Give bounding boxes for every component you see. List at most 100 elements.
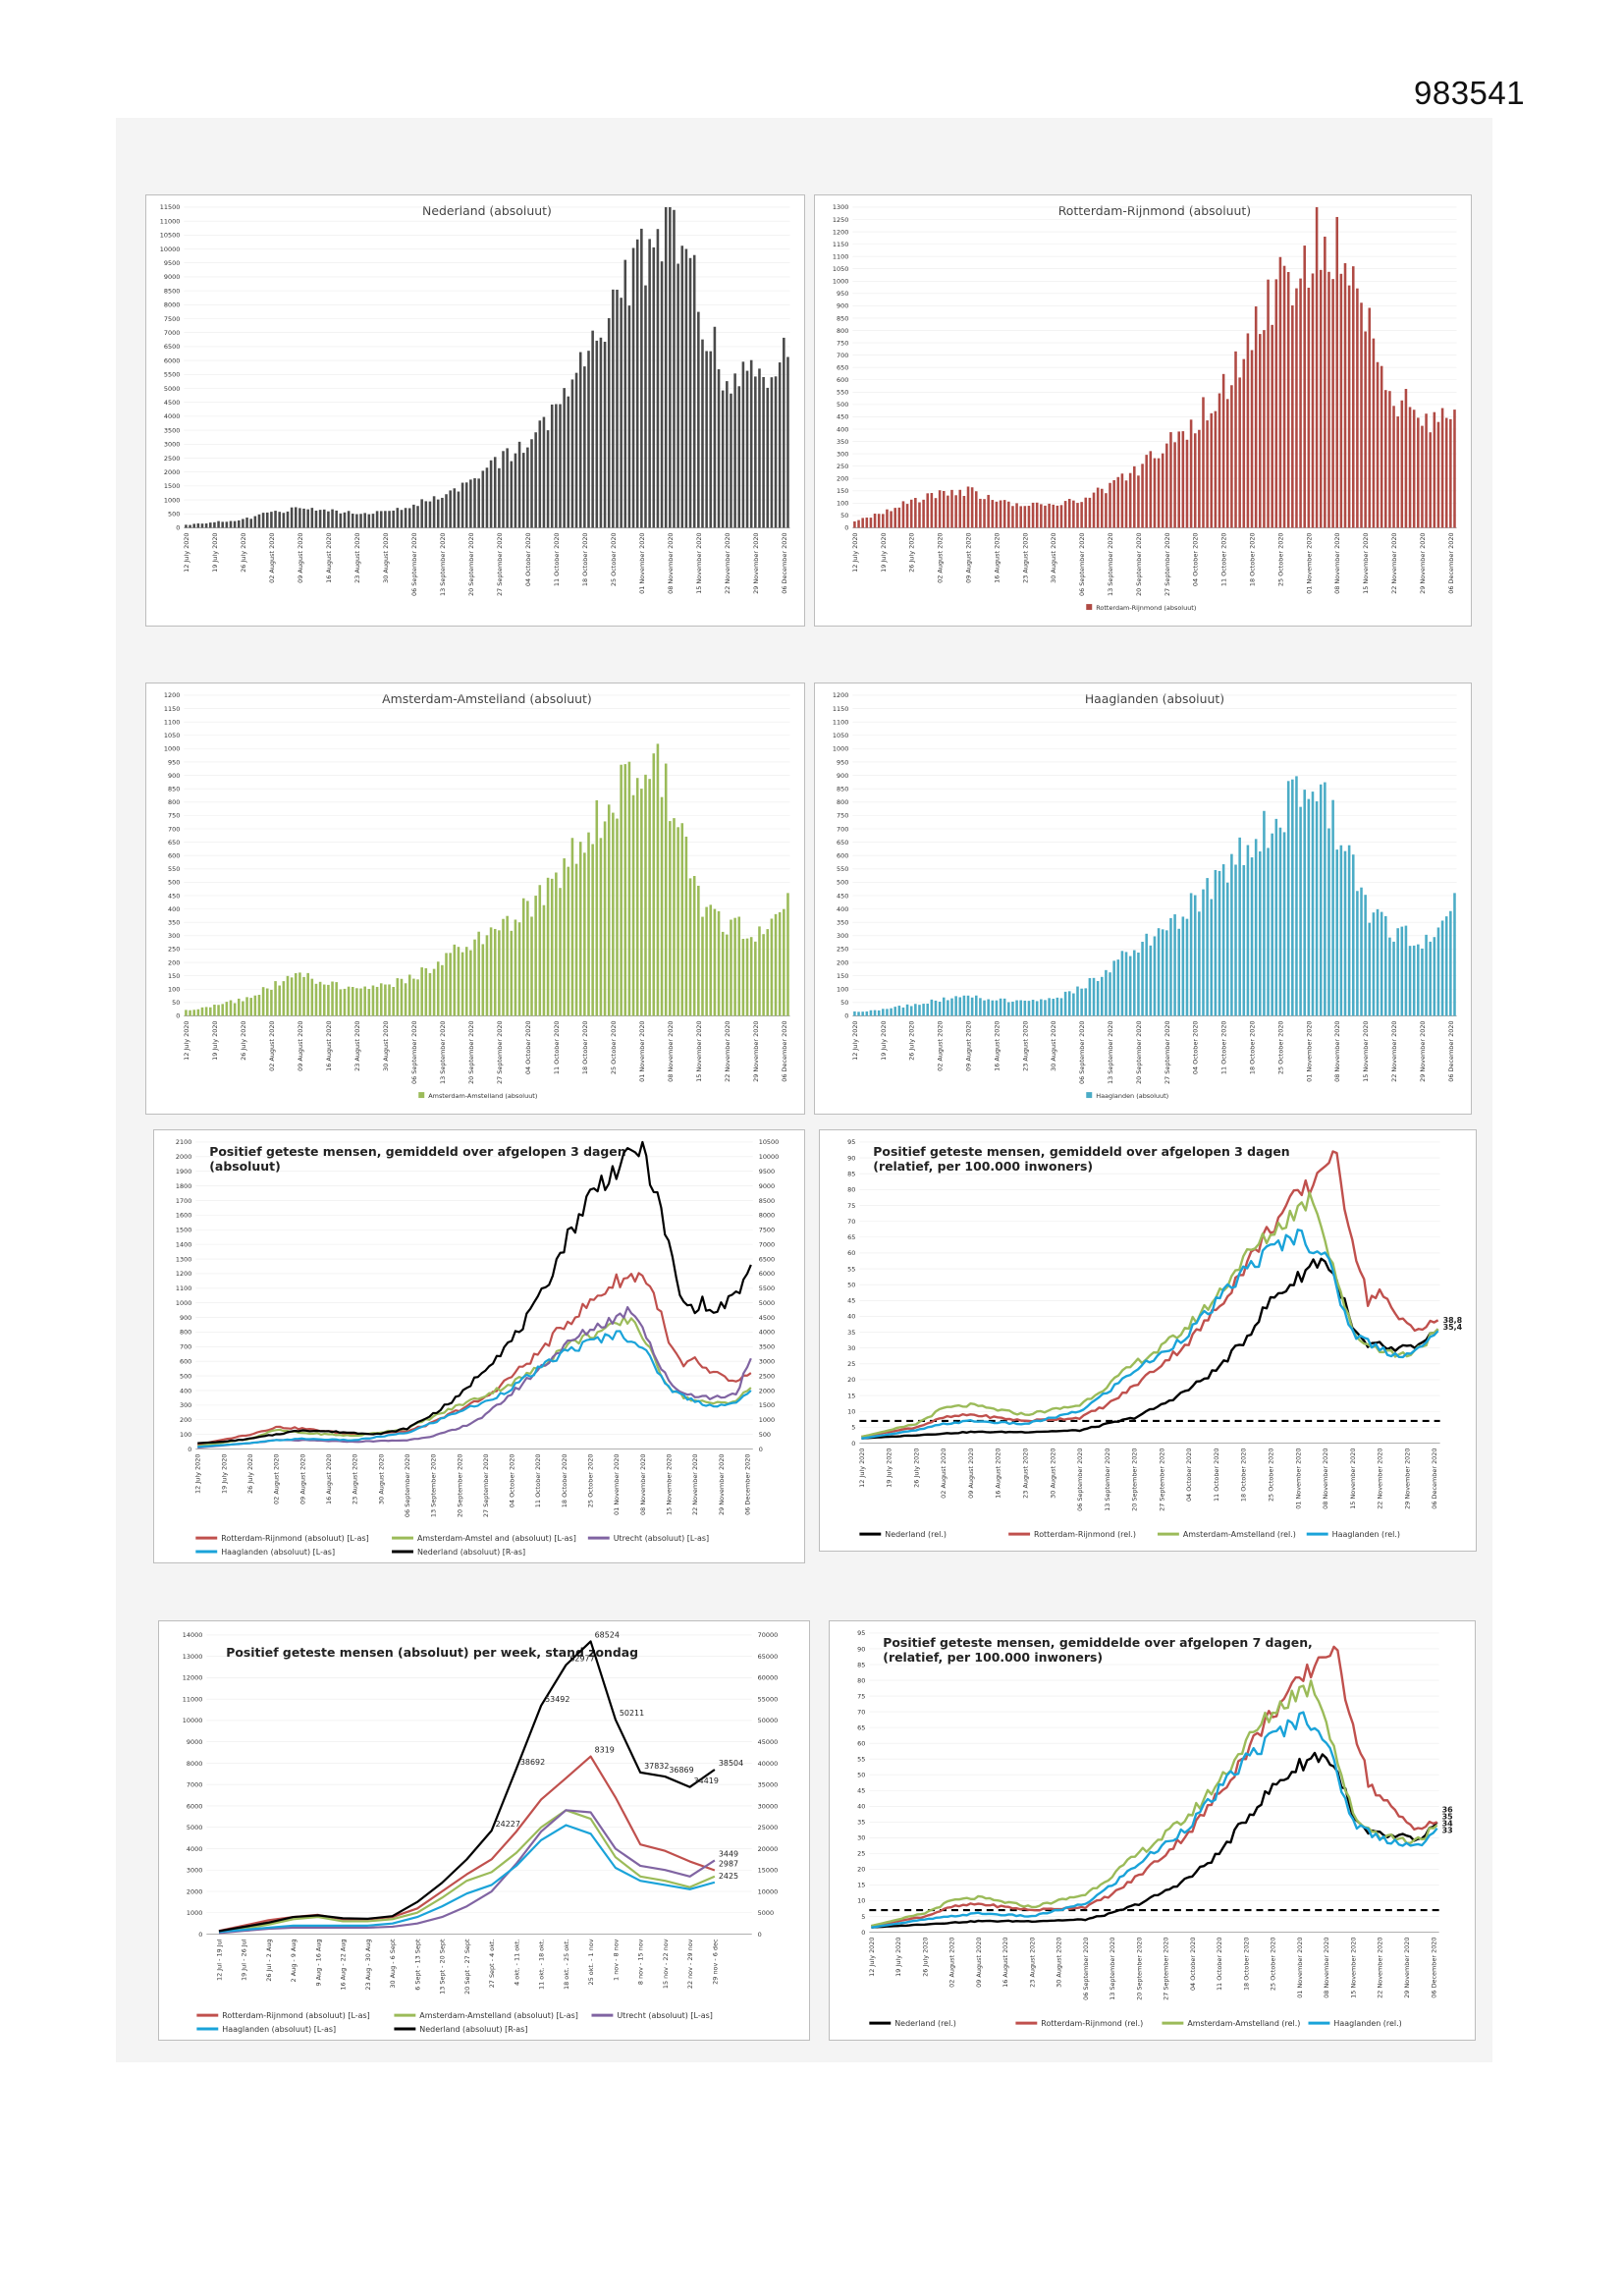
y-tick-label: 150 bbox=[837, 972, 848, 980]
x-tick-label: 11 October 2020 bbox=[534, 1454, 542, 1508]
bar bbox=[1278, 256, 1282, 528]
bar bbox=[1449, 418, 1452, 528]
bar bbox=[1347, 845, 1351, 1016]
bar bbox=[1282, 265, 1286, 528]
y-tick-label: 350 bbox=[837, 438, 848, 446]
bar bbox=[217, 520, 220, 528]
bar bbox=[583, 852, 586, 1016]
bar bbox=[1027, 506, 1031, 528]
bar bbox=[721, 931, 725, 1016]
y-tick-label: 6000 bbox=[187, 1802, 202, 1810]
bar bbox=[1173, 442, 1176, 528]
y-tick-label: 0 bbox=[198, 1931, 202, 1939]
bar bbox=[327, 984, 330, 1016]
bar bbox=[1084, 497, 1088, 528]
bar bbox=[453, 944, 457, 1016]
bar bbox=[713, 908, 717, 1016]
bar bbox=[567, 866, 570, 1016]
x-tick-label: 18 October 2020 bbox=[1249, 532, 1257, 586]
bar bbox=[1120, 951, 1124, 1016]
bar bbox=[974, 995, 978, 1016]
chart-title: Rotterdam-Rijnmond (absoluut) bbox=[1058, 203, 1251, 218]
bar bbox=[322, 509, 326, 528]
x-tick-label: 25 October 2020 bbox=[610, 532, 618, 586]
series-line bbox=[861, 1229, 1439, 1440]
bar bbox=[1404, 925, 1408, 1016]
data-label: 38692 bbox=[520, 1758, 545, 1767]
data-label: 68524 bbox=[595, 1630, 620, 1639]
bar bbox=[237, 998, 241, 1016]
end-value-label: 36 bbox=[1442, 1806, 1454, 1815]
bar bbox=[310, 978, 314, 1016]
bar bbox=[922, 1004, 925, 1016]
series-line bbox=[861, 1150, 1439, 1439]
x-tick-label: 23 August 2020 bbox=[353, 1020, 361, 1070]
bar bbox=[449, 490, 452, 528]
x-tick-label: 22 November 2020 bbox=[724, 1020, 731, 1081]
bar bbox=[1230, 385, 1233, 528]
bar bbox=[1347, 285, 1351, 528]
y-tick-label: 3500 bbox=[164, 426, 180, 434]
x-tick-label: 02 August 2020 bbox=[940, 1448, 947, 1498]
bar bbox=[737, 916, 741, 1016]
bar bbox=[1165, 443, 1168, 528]
bar bbox=[1417, 944, 1420, 1016]
y2-tick-label: 9000 bbox=[759, 1182, 775, 1190]
bar bbox=[396, 508, 400, 528]
bar bbox=[954, 996, 957, 1016]
bar bbox=[570, 838, 574, 1016]
bar bbox=[200, 523, 204, 528]
bar bbox=[1202, 889, 1205, 1016]
x-tick-label: 30 August 2020 bbox=[1050, 1020, 1057, 1070]
bar bbox=[865, 518, 869, 528]
bar bbox=[225, 1002, 229, 1016]
x-tick-label: 08 November 2020 bbox=[1322, 1448, 1329, 1508]
y-tick-label: 1050 bbox=[833, 732, 848, 739]
bar bbox=[555, 872, 558, 1016]
bar bbox=[1360, 887, 1363, 1016]
x-tick-label: 20 September 2020 bbox=[456, 1454, 463, 1518]
x-tick-label: 18 October 2020 bbox=[1242, 1937, 1250, 1991]
bar bbox=[481, 944, 485, 1016]
series-line bbox=[871, 1679, 1438, 1928]
x-tick-label: 15 November 2020 bbox=[1349, 1937, 1357, 1997]
bar bbox=[1002, 500, 1006, 528]
bar bbox=[550, 878, 554, 1016]
x-tick-label: 12 July 2020 bbox=[868, 1937, 876, 1976]
bar bbox=[783, 337, 785, 528]
y-tick-label: 8000 bbox=[164, 301, 180, 309]
bar bbox=[261, 987, 265, 1016]
bar bbox=[526, 901, 529, 1016]
bar bbox=[778, 362, 782, 528]
bar bbox=[1315, 800, 1319, 1016]
x-tick-label: 15 November 2020 bbox=[695, 532, 703, 593]
x-tick-label: 20 Sept - 27 Sept bbox=[463, 1939, 471, 1995]
bar bbox=[1092, 492, 1096, 528]
bar bbox=[987, 494, 990, 528]
bar bbox=[457, 947, 460, 1016]
y-tick-label: 95 bbox=[847, 1138, 855, 1146]
y-tick-label: 850 bbox=[837, 785, 848, 793]
bar bbox=[1181, 916, 1185, 1016]
bar bbox=[363, 986, 366, 1016]
bar bbox=[701, 916, 704, 1016]
bar bbox=[1234, 351, 1237, 528]
bar bbox=[327, 511, 330, 528]
bar bbox=[396, 978, 400, 1016]
bar bbox=[1031, 1000, 1035, 1016]
bar bbox=[407, 974, 411, 1016]
bar bbox=[1169, 432, 1172, 528]
bar bbox=[331, 981, 334, 1016]
x-tick-label: 06 December 2020 bbox=[1447, 1020, 1455, 1081]
bar bbox=[1035, 1001, 1039, 1016]
bar bbox=[392, 986, 395, 1016]
bar bbox=[237, 519, 241, 528]
bar bbox=[905, 504, 909, 528]
x-tick-label: 13 September 2020 bbox=[439, 532, 447, 596]
bar bbox=[436, 961, 440, 1016]
bar bbox=[1343, 850, 1347, 1016]
bar bbox=[1161, 929, 1164, 1016]
x-tick-label: 06 September 2020 bbox=[410, 532, 418, 596]
bar bbox=[371, 514, 375, 528]
bar bbox=[274, 981, 277, 1016]
